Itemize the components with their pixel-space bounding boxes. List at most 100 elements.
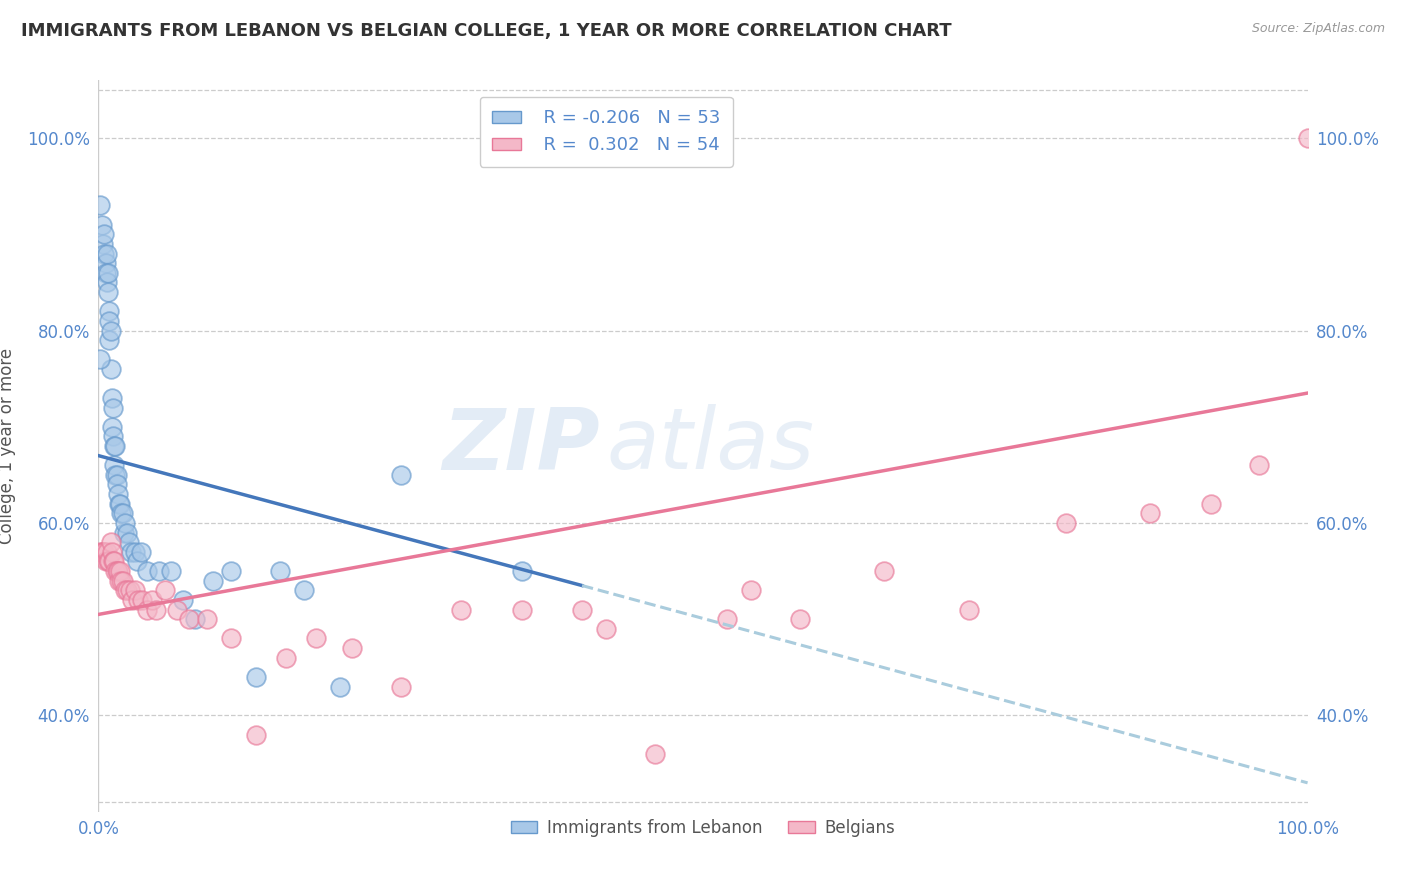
- Point: [160, 564, 183, 578]
- Point: [184, 612, 207, 626]
- Point: [957, 602, 980, 616]
- Point: [153, 583, 176, 598]
- Point: [108, 574, 131, 588]
- Point: [245, 728, 267, 742]
- Point: [104, 439, 127, 453]
- Point: [93, 246, 115, 260]
- Point: [89, 198, 111, 212]
- Point: [100, 324, 122, 338]
- Point: [101, 429, 124, 443]
- Point: [93, 545, 115, 559]
- Point: [97, 285, 120, 299]
- Point: [571, 602, 593, 616]
- Point: [101, 401, 124, 415]
- Point: [305, 632, 328, 646]
- Point: [94, 554, 117, 568]
- Point: [100, 391, 122, 405]
- Point: [98, 304, 121, 318]
- Point: [89, 352, 111, 367]
- Point: [274, 650, 297, 665]
- Point: [245, 670, 267, 684]
- Point: [91, 545, 114, 559]
- Point: [141, 593, 163, 607]
- Point: [97, 266, 120, 280]
- Point: [105, 564, 128, 578]
- Point: [108, 497, 131, 511]
- Point: [100, 545, 122, 559]
- Point: [96, 246, 118, 260]
- Point: [450, 602, 472, 616]
- Point: [166, 602, 188, 616]
- Point: [221, 564, 243, 578]
- Point: [1139, 507, 1161, 521]
- Point: [195, 612, 218, 626]
- Point: [120, 545, 142, 559]
- Point: [117, 525, 139, 540]
- Text: Source: ZipAtlas.com: Source: ZipAtlas.com: [1251, 22, 1385, 36]
- Point: [1296, 131, 1319, 145]
- Point: [145, 602, 167, 616]
- Point: [103, 458, 125, 473]
- Point: [389, 680, 412, 694]
- Point: [179, 612, 201, 626]
- Point: [114, 583, 136, 598]
- Point: [103, 439, 125, 453]
- Point: [221, 632, 243, 646]
- Y-axis label: College, 1 year or more: College, 1 year or more: [0, 348, 15, 544]
- Point: [873, 564, 896, 578]
- Point: [202, 574, 225, 588]
- Point: [124, 545, 146, 559]
- Point: [127, 554, 149, 568]
- Point: [172, 593, 194, 607]
- Point: [510, 564, 533, 578]
- Point: [111, 507, 134, 521]
- Point: [110, 507, 132, 521]
- Point: [104, 467, 127, 482]
- Point: [105, 467, 128, 482]
- Point: [292, 583, 315, 598]
- Point: [89, 545, 111, 559]
- Point: [131, 593, 153, 607]
- Point: [118, 583, 141, 598]
- Point: [148, 564, 170, 578]
- Legend: Immigrants from Lebanon, Belgians: Immigrants from Lebanon, Belgians: [503, 813, 903, 844]
- Text: atlas: atlas: [606, 404, 814, 488]
- Point: [342, 641, 364, 656]
- Point: [1054, 516, 1077, 530]
- Point: [108, 564, 131, 578]
- Point: [93, 227, 115, 242]
- Point: [103, 554, 125, 568]
- Point: [108, 497, 131, 511]
- Point: [114, 516, 136, 530]
- Point: [101, 554, 124, 568]
- Point: [91, 236, 114, 251]
- Point: [111, 574, 134, 588]
- Point: [117, 583, 139, 598]
- Point: [644, 747, 666, 761]
- Point: [740, 583, 762, 598]
- Point: [1199, 497, 1222, 511]
- Point: [96, 276, 118, 290]
- Point: [269, 564, 291, 578]
- Point: [100, 535, 122, 549]
- Point: [110, 574, 132, 588]
- Point: [135, 602, 157, 616]
- Point: [127, 593, 149, 607]
- Point: [98, 333, 121, 347]
- Point: [107, 487, 129, 501]
- Point: [91, 545, 114, 559]
- Point: [112, 525, 135, 540]
- Point: [105, 477, 128, 491]
- Point: [595, 622, 617, 636]
- Point: [100, 419, 122, 434]
- Point: [118, 535, 141, 549]
- Point: [510, 602, 533, 616]
- Point: [124, 583, 146, 598]
- Point: [121, 593, 143, 607]
- Point: [96, 545, 118, 559]
- Point: [1249, 458, 1271, 473]
- Point: [107, 564, 129, 578]
- Text: ZIP: ZIP: [443, 404, 600, 488]
- Point: [716, 612, 738, 626]
- Point: [91, 218, 114, 232]
